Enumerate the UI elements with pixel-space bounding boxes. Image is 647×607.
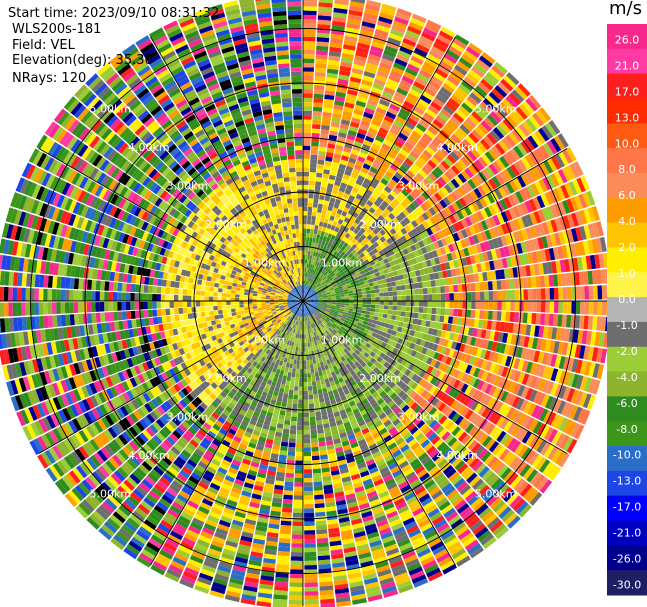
colorbar-swatch — [607, 197, 647, 224]
colorbar-tick-label: 0.0 — [618, 293, 636, 306]
colorbar-tick-label: -2.0 — [616, 345, 637, 358]
ring-label: 5.00km — [90, 488, 132, 501]
azimuth-spoke — [302, 300, 568, 454]
ring-label: 1.00km — [244, 256, 286, 269]
colorbar-swatch — [607, 470, 647, 497]
ring-label: 2.00km — [359, 372, 401, 385]
azimuth-spoke — [302, 36, 456, 302]
ring-label: 3.00km — [398, 179, 440, 192]
field-label: Field: VEL — [12, 38, 75, 53]
colorbar-swatch — [607, 222, 647, 248]
ring-label: 5.00km — [90, 102, 132, 115]
ring-label: 4.00km — [128, 449, 170, 462]
colorbar-tick-label: -4.0 — [616, 371, 637, 384]
elevation-label: Elevation(deg): 35.30 — [12, 53, 153, 68]
azimuth-spoke — [38, 148, 304, 302]
colorbar-swatch — [607, 495, 647, 522]
ring-label: 1.00km — [321, 334, 363, 347]
ring-label: 3.00km — [398, 411, 440, 424]
colorbar-tick-label: -30.0 — [613, 579, 641, 592]
colorbar-tick-label: 17.0 — [615, 85, 640, 98]
colorbar-swatch — [607, 123, 647, 149]
ring-label: 4.00km — [436, 449, 478, 462]
colorbar-swatch — [607, 446, 647, 472]
range-grid — [0, 0, 609, 607]
colorbar-swatch — [607, 321, 647, 348]
colorbar-tick-label: -8.0 — [616, 423, 637, 436]
ring-label: 5.00km — [475, 488, 517, 501]
ring-label: 1.00km — [321, 256, 363, 269]
colorbar-swatch — [607, 148, 647, 174]
colorbar-swatch — [607, 545, 647, 571]
azimuth-spoke — [302, 148, 568, 302]
colorbar-tick-label: 10.0 — [615, 137, 640, 150]
ring-label: 4.00km — [436, 141, 478, 154]
colorbar-tick-label: -6.0 — [616, 397, 637, 410]
colorbar-swatch — [607, 371, 647, 397]
colorbar-tick-label: -21.0 — [613, 527, 641, 540]
ring-label: 2.00km — [359, 218, 401, 231]
colorbar-swatch — [607, 24, 647, 50]
start-time-label: Start time: 2023/09/10 08:31:32 — [8, 6, 220, 21]
colorbar-swatch — [607, 396, 647, 422]
colorbar-tick-label: 13.0 — [615, 111, 640, 124]
colorbar-swatch — [607, 421, 647, 447]
colorbar-tick-label: 2.0 — [618, 241, 636, 254]
colorbar-swatch — [607, 346, 647, 373]
ring-label: 3.00km — [167, 179, 209, 192]
colorbar-swatch — [607, 520, 647, 546]
colorbar-swatch — [607, 48, 647, 75]
azimuth-spoke — [38, 300, 304, 454]
colorbar-swatch — [607, 172, 647, 199]
colorbar-swatch — [607, 98, 647, 124]
ring-label: 3.00km — [167, 411, 209, 424]
nrays-label: NRays: 120 — [12, 71, 87, 86]
colorbar: 26.0 21.0 17.0 13.0 10.0 8.0 6.0 4.0 2.0 1.0 0.0 -1… — [607, 24, 647, 596]
velocity-cells — [0, 0, 611, 607]
colorbar-swatch — [607, 73, 647, 99]
colorbar-tick-label: 8.0 — [618, 163, 636, 176]
colorbar-tick-label: 21.0 — [615, 59, 640, 72]
colorbar-tick-label: -13.0 — [613, 475, 641, 488]
azimuth-spoke — [150, 36, 304, 302]
colorbar-tick-label: 4.0 — [618, 215, 636, 228]
site-name-label: WLS200s-181 — [12, 22, 102, 37]
azimuth-spoke — [302, 300, 456, 566]
colorbar-tick-label: 26.0 — [615, 33, 640, 46]
ring-label: 5.00km — [475, 102, 517, 115]
azimuth-spoke — [150, 300, 304, 566]
colorbar-unit-label: m/s — [609, 0, 642, 19]
colorbar-swatch — [607, 297, 647, 323]
colorbar-tick-label: -26.0 — [613, 553, 641, 566]
ring-label: 4.00km — [128, 141, 170, 154]
colorbar-swatch — [607, 247, 647, 273]
ring-label: 1.00km — [244, 334, 286, 347]
colorbar-tick-label: -1.0 — [616, 319, 637, 332]
colorbar-tick-label: -10.0 — [613, 449, 641, 462]
ring-label: 2.00km — [205, 218, 247, 231]
range-ring-labels: 1.00km 1.00km 1.00km 1.00km 2.00km 2.00km 2.00… — [90, 102, 517, 500]
colorbar-tick-label: -17.0 — [613, 501, 641, 514]
colorbar-tick-label: 1.0 — [618, 267, 636, 280]
ring-label: 2.00km — [205, 372, 247, 385]
colorbar-swatch — [607, 272, 647, 298]
colorbar-tick-label: 6.0 — [618, 189, 636, 202]
colorbar-swatch — [607, 570, 647, 596]
